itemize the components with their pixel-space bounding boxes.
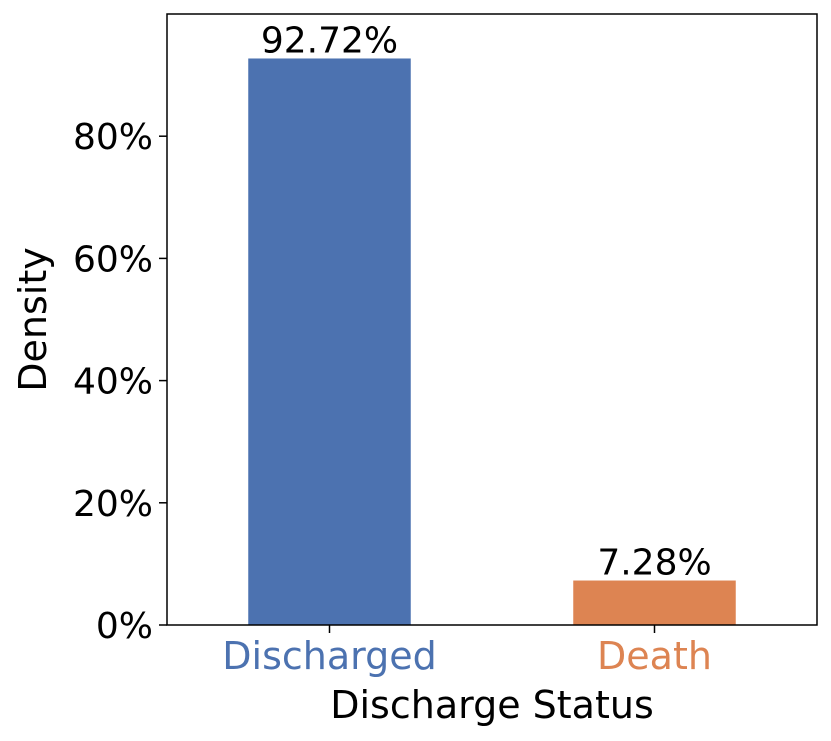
bar-discharged	[248, 58, 411, 626]
x-category-label: Death	[597, 634, 712, 678]
y-axis-ticks: 0% 20% 40% 60% 80%	[73, 117, 167, 647]
plot-frame	[166, 13, 818, 626]
y-tick-label: 60%	[73, 239, 153, 280]
bar-data-labels: 92.72% 7.28%	[261, 20, 712, 583]
y-tick-label: 0%	[96, 606, 153, 647]
y-tick-label: 80%	[73, 117, 153, 158]
y-axis-label: Density	[11, 247, 55, 391]
x-category-label: Discharged	[222, 634, 436, 678]
bar-data-label: 92.72%	[261, 20, 398, 61]
bar-death	[573, 580, 736, 625]
bars-group	[248, 58, 736, 626]
bar-data-label: 7.28%	[597, 543, 711, 584]
x-axis-label: Discharge Status	[330, 683, 654, 727]
y-tick-label: 40%	[73, 362, 153, 403]
y-tick-label: 20%	[73, 484, 153, 525]
x-axis-categories: Discharged Death	[222, 625, 712, 678]
